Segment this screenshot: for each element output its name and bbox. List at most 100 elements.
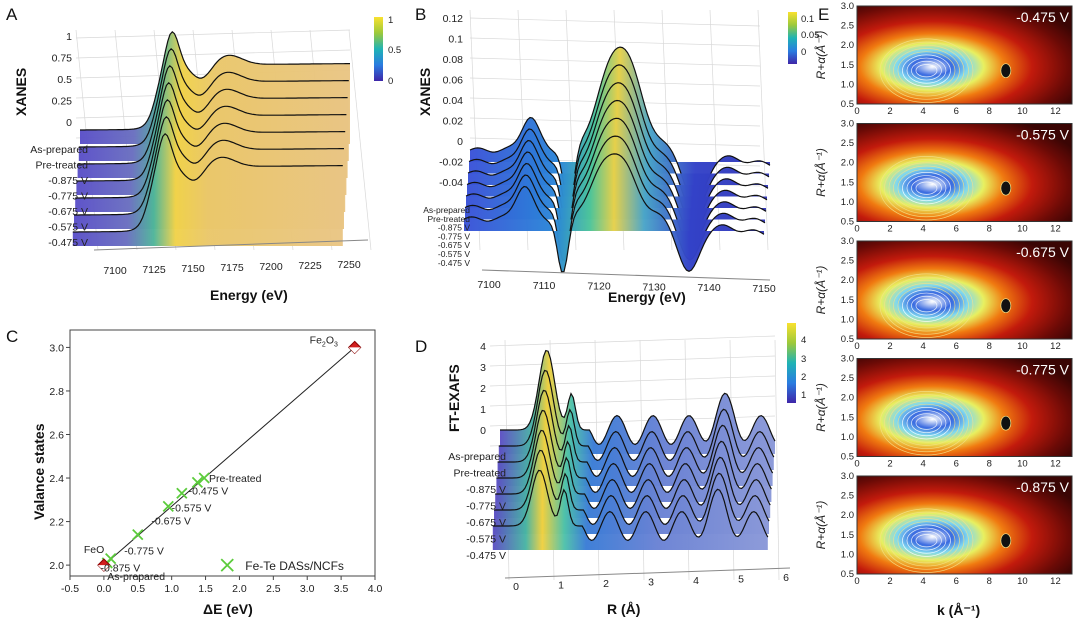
- panel-e-xtick: 10: [1017, 224, 1028, 235]
- panel-b-ytick: -0.04: [439, 177, 463, 189]
- panel-e-xtick: 2: [887, 576, 892, 587]
- panel-c-reference-marker: [348, 347, 361, 354]
- panel-e-map: 0 2 4 6 8 10 12 0.5 1.0 1.5 2.0 2.5 3.0 -0.475 V R+α(Å…: [813, 1, 1073, 117]
- panel-e-map-label: -0.775 V: [1016, 362, 1070, 378]
- panel-e-ytick: 0.5: [841, 452, 854, 463]
- panel-e-ytick: 1.0: [841, 432, 854, 443]
- panel-e-xtick: 12: [1050, 106, 1061, 117]
- panel-c-ytick: 2.4: [49, 473, 64, 485]
- panel-b-series-label: Pre-treated: [427, 214, 470, 224]
- panel-a-trace-line: [78, 47, 349, 148]
- panel-b-series-label: -0.675 V: [438, 240, 470, 250]
- panel-e-xtick: 0: [854, 341, 859, 352]
- panel-b-trace-line: [463, 153, 765, 273]
- panel-c-xtick: 2.5: [266, 583, 281, 595]
- panel-a-trace-line: [72, 132, 343, 233]
- panel-d-ytick: 1: [480, 404, 486, 416]
- panel-a-series-label: -0.875 V: [48, 175, 88, 187]
- panel-d-xtick: 2: [603, 578, 609, 590]
- panel-b-trace-line: [468, 64, 770, 215]
- panel-d-series-label: As-prepared: [448, 451, 506, 463]
- panel-c-sample-label: -0.475 V: [189, 485, 229, 497]
- panel-b-ytick: -0.02: [439, 157, 463, 169]
- panel-e-map-label: -0.875 V: [1016, 479, 1070, 495]
- panel-b-ytick: 0.08: [443, 54, 464, 66]
- panel-b-xaxis: [481, 269, 771, 281]
- panel-e-ytick: 2.0: [841, 158, 854, 169]
- panel-e-map: 0 2 4 6 8 10 12 0.5 1.0 1.5 2.0 2.5 3.0 -0.875 V R+α(Å…: [813, 471, 1073, 587]
- panel-b-series-label: -0.475 V: [438, 258, 470, 268]
- panel-e-contour: [902, 407, 951, 440]
- panel-e-ytick: 1.5: [841, 295, 854, 306]
- panel-e-xtick: 8: [987, 341, 992, 352]
- panel-c-sample-marker: [176, 487, 188, 499]
- panel-e-contour: [906, 527, 947, 554]
- panel-b-gridline: [661, 9, 673, 251]
- panel-e-xtick: 8: [987, 576, 992, 587]
- panel-e-contour: [902, 524, 951, 557]
- panel-b-ylabel: XANES: [417, 68, 433, 116]
- panel-e-contour: [893, 400, 960, 446]
- panel-e-ylabel: R+α(Å⁻¹): [813, 501, 828, 550]
- panel-e-ylabel: R+α(Å⁻¹): [813, 148, 828, 197]
- panel-d-xaxis: [504, 567, 791, 579]
- panel-a-ytick: 0: [66, 117, 72, 129]
- panel-e-contour: [915, 64, 938, 78]
- panel-d-xtick: 3: [648, 577, 654, 589]
- panel-c-sample-label: -0.875 V: [101, 563, 141, 575]
- panel-e-xtick: 8: [987, 106, 992, 117]
- panel-e-contour: [879, 273, 974, 338]
- panel-e-contour: [906, 57, 947, 84]
- panel-d-ytick: 3: [480, 362, 486, 374]
- panel-e-ytick: 2.0: [841, 510, 854, 521]
- panel-d-xlabel: R (Å): [607, 601, 640, 617]
- panel-e-ytick: 2.5: [841, 21, 854, 32]
- panel-c-sample-marker: [191, 476, 204, 489]
- panel-d-trace-line: [497, 389, 774, 478]
- panel-e-xlabel: k (Å⁻¹): [937, 602, 980, 618]
- panel-c-ref-label: Fe2O3: [310, 334, 338, 348]
- panel-e-xtick: 12: [1050, 459, 1061, 470]
- panel-d-ytick: 2: [480, 383, 486, 395]
- panel-e-ytick: 3.0: [841, 354, 854, 365]
- panel-e-contour: [906, 410, 947, 437]
- panel-a-ytick: 0.25: [52, 96, 73, 108]
- panel-c-frame: [69, 329, 376, 577]
- panel-c-sample-label: As-prepared: [107, 571, 165, 583]
- panel-d-series-label: Pre-treated: [453, 468, 506, 480]
- panel-a-cbar-tick: 0.5: [388, 45, 401, 56]
- panel-b-trace-line: [467, 82, 769, 226]
- panel-c-xtick: 3.0: [300, 583, 315, 595]
- panel-c-sample-label: Pre-treated: [209, 473, 262, 485]
- panel-e-xtick: 2: [887, 224, 892, 235]
- panel-e-contour: [888, 279, 965, 332]
- panel-e-contour: [915, 416, 938, 430]
- panel-e-xtick: 4: [921, 106, 926, 117]
- panel-e-xtick: 10: [1017, 106, 1028, 117]
- panel-e-ytick: 2.5: [841, 256, 854, 267]
- panel-e-xtick: 12: [1050, 576, 1061, 587]
- panel-e-contour: [1000, 298, 1012, 314]
- panel-d-cbar-tick: 2: [801, 372, 806, 383]
- panel-b-series-label: -0.575 V: [438, 249, 470, 259]
- panel-e-contour: [897, 51, 956, 91]
- panel-b-series-label: -0.875 V: [438, 223, 470, 233]
- panel-label-a: A: [6, 5, 18, 24]
- panel-a-ytick: 0.75: [52, 53, 73, 65]
- panel-e-ytick: 0.5: [841, 99, 854, 110]
- panel-e-contour: [888, 44, 965, 97]
- panel-b-gridline: [469, 17, 761, 27]
- panel-e-map: 0 2 4 6 8 10 12 0.5 1.0 1.5 2.0 2.5 3.0 -0.575 V R+α(Å…: [813, 119, 1073, 235]
- panel-e-map: 0 2 4 6 8 10 12 0.5 1.0 1.5 2.0 2.5 3.0 -0.775 V R+α(Å…: [813, 354, 1073, 470]
- panel-c-ytick: 2.0: [49, 560, 64, 572]
- panel-b-cbar-tick: 0: [801, 47, 806, 58]
- panel-e-xtick: 10: [1017, 459, 1028, 470]
- panel-c-xtick: 4.0: [368, 583, 383, 595]
- panel-b-trace-line: [465, 117, 767, 250]
- panel-c-xtick: 2.0: [232, 583, 247, 595]
- panel-c-sample-label: -0.775 V: [124, 546, 164, 558]
- panel-e-ytick: 1.5: [841, 60, 854, 71]
- panel-a-series-label: -0.575 V: [48, 222, 88, 234]
- panel-d-cbar-tick: 3: [801, 354, 806, 365]
